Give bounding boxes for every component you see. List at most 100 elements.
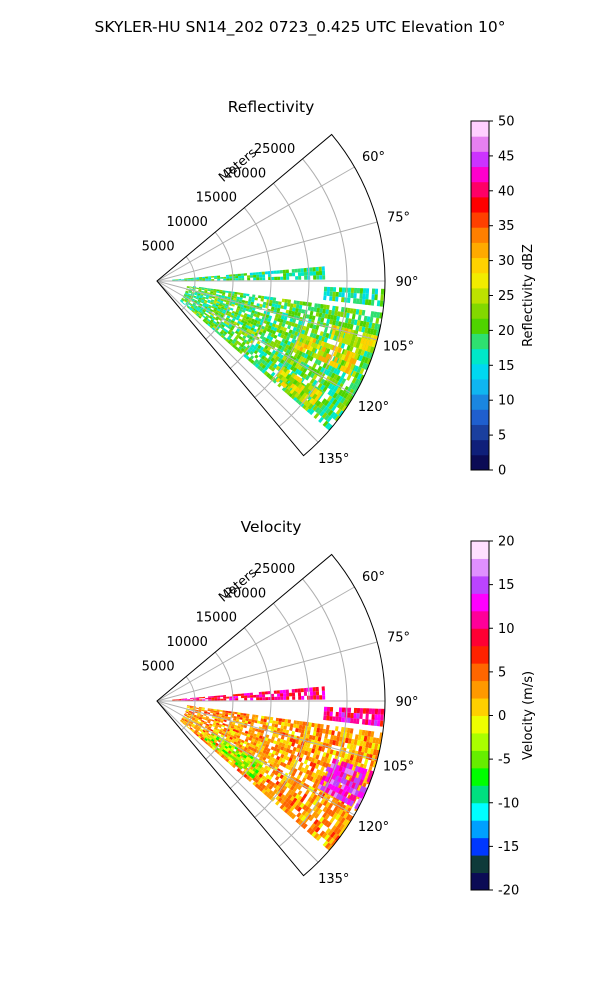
velocity-echo-cell (395, 786, 400, 793)
reflectivity-echo-cell (231, 303, 235, 307)
velocity-echo-cell (378, 803, 384, 811)
velocity-echo-cell (277, 760, 282, 765)
velocity-echo-cell (300, 767, 305, 773)
reflectivity-echo-cell (309, 356, 314, 362)
velocity-echo-cell (242, 717, 246, 721)
velocity-echo-cell (196, 715, 200, 718)
velocity-echo-cell (336, 736, 340, 742)
reflectivity-echo-cell (373, 373, 379, 381)
velocity-echo-cell (276, 690, 280, 694)
velocity-echo-cell (243, 713, 247, 716)
reflectivity-echo-cell (301, 347, 307, 353)
velocity-echo-cell (228, 712, 232, 716)
velocity-echo-cell (283, 696, 287, 700)
reflectivity-echo-cell (300, 342, 306, 348)
reflectivity-grid (156, 158, 385, 443)
reflectivity-echo-cell (189, 302, 193, 306)
velocity-range-tick: 25000 (254, 562, 295, 577)
reflectivity-echo-cell (281, 386, 287, 392)
reflectivity-echo-cell (386, 365, 391, 372)
reflectivity-echo-cell (187, 279, 191, 280)
velocity-echo-cell (230, 725, 235, 729)
reflectivity-echo-cell (329, 390, 336, 398)
reflectivity-echo-cell (372, 387, 379, 395)
reflectivity-echo-cell (228, 274, 233, 277)
reflectivity-echo-cell (400, 315, 404, 322)
reflectivity-echo-cell (192, 296, 196, 299)
velocity-echo-cell (202, 735, 206, 739)
velocity-echo-cell (233, 718, 237, 721)
velocity-echo-cell (326, 711, 330, 717)
velocity-echo-cell (286, 696, 290, 700)
reflectivity-echo-cell (327, 389, 333, 396)
velocity-echo-cell (379, 774, 385, 781)
velocity-echo-cell (206, 712, 211, 715)
velocity-echo-cell (351, 788, 357, 795)
velocity-echo-cell (250, 695, 254, 698)
velocity-echo-cell (314, 763, 320, 770)
reflectivity-echo-cell (419, 340, 424, 348)
velocity-echo-cell (411, 795, 416, 803)
velocity-echo-cell (292, 803, 298, 809)
velocity-echo-cell (212, 723, 216, 726)
velocity-echo-cell (350, 776, 356, 783)
velocity-echo-cell (254, 717, 258, 721)
reflectivity-echo-cell (370, 299, 375, 306)
reflectivity-echo-cell (234, 302, 239, 306)
reflectivity-echo-cell (354, 385, 360, 392)
reflectivity-echo-cell (278, 374, 284, 380)
reflectivity-echo-cell (350, 403, 356, 411)
velocity-echo-cell (269, 772, 275, 778)
velocity-echo-cell (356, 791, 362, 798)
reflectivity-echo-cell (323, 357, 329, 364)
velocity-echo-cell (289, 775, 294, 781)
velocity-echo-cell (369, 852, 376, 861)
velocity-echo-cell (391, 778, 396, 785)
reflectivity-echo-cell (262, 277, 266, 281)
reflectivity-echo-cell (371, 341, 377, 348)
reflectivity-echo-cell (250, 321, 254, 325)
reflectivity-echo-cell (217, 275, 221, 278)
velocity-echo-cell (349, 769, 355, 776)
velocity-echo-cell (209, 728, 214, 732)
velocity-echo-cell (312, 805, 318, 812)
reflectivity-echo-cell (312, 374, 318, 380)
velocity-echo-cell (211, 697, 215, 700)
reflectivity-echo-cell (292, 303, 297, 308)
reflectivity-echo-cell (351, 352, 357, 359)
reflectivity-echo-cell (247, 325, 252, 330)
reflectivity-echo-cell (302, 325, 307, 331)
velocity-echo-cell (274, 696, 278, 700)
velocity-echo-cell (370, 792, 376, 800)
velocity-echo-cell (196, 699, 200, 701)
velocity-echo-cell (204, 732, 208, 736)
reflectivity-echo-cell (344, 361, 350, 368)
reflectivity-echo-cell (268, 360, 273, 366)
velocity-echo-cell (291, 758, 296, 764)
velocity-echo-cell (220, 745, 225, 750)
reflectivity-echo-cell (301, 329, 306, 335)
velocity-echo-cell (248, 737, 253, 741)
velocity-echo-cell (280, 799, 285, 805)
velocity-echo-cell (320, 798, 326, 805)
velocity-echo-cell (278, 742, 283, 747)
velocity-echo-cell (282, 785, 288, 791)
velocity-echo-cell (181, 719, 184, 722)
reflectivity-echo-cell (347, 432, 354, 440)
reflectivity-echo-cell (285, 369, 291, 375)
velocity-echo-cell (394, 779, 399, 786)
velocity-echo-cell (320, 746, 326, 752)
velocity-echo-cell (328, 753, 333, 760)
velocity-colorbar-swatch (471, 837, 489, 856)
reflectivity-echo-cell (356, 449, 364, 456)
velocity-echo-cell (365, 713, 369, 720)
velocity-echo-cell (224, 716, 228, 719)
velocity-echo-cell (200, 737, 204, 741)
reflectivity-echo-cell (326, 416, 333, 423)
velocity-echo-cell (220, 698, 224, 701)
velocity-echo-cell (321, 832, 328, 839)
reflectivity-echo-cell (185, 290, 189, 293)
reflectivity-echo-cell (196, 302, 200, 305)
velocity-echo-cell (275, 780, 280, 786)
reflectivity-colorbar-swatch (471, 394, 489, 410)
